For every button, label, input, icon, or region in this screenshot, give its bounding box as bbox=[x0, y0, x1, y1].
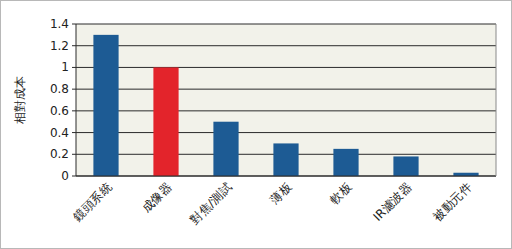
grid-line bbox=[76, 67, 496, 68]
y-tick-label: 0 bbox=[61, 169, 69, 183]
x-tick-label: 對焦/測試 bbox=[187, 180, 234, 227]
y-tick-label: 0.2 bbox=[50, 147, 69, 161]
y-tick bbox=[72, 67, 76, 68]
y-tick bbox=[72, 154, 76, 155]
y-tick bbox=[72, 132, 76, 133]
grid-line bbox=[76, 110, 496, 111]
chart: 0 0.2 0.4 0.6 0.8 1 1.2 1.4 鏡頭系統成像器對焦/測試 薄板 軟板 IR濾波… bbox=[0, 0, 512, 249]
grid-line bbox=[76, 24, 496, 25]
grid-line bbox=[76, 176, 496, 177]
x-tick-label: 成像器 bbox=[139, 180, 174, 215]
bar bbox=[153, 67, 178, 176]
bar bbox=[213, 122, 238, 176]
y-tick bbox=[72, 89, 76, 90]
x-tick-label: IR濾波器 bbox=[370, 180, 414, 224]
y-tick bbox=[72, 45, 76, 46]
y-tick-label: 1 bbox=[61, 60, 69, 74]
grid-line bbox=[76, 132, 496, 133]
plot-border bbox=[496, 24, 497, 176]
y-axis-label: 相對成本 bbox=[13, 76, 27, 124]
outer-frame bbox=[1, 1, 512, 249]
plot-background bbox=[76, 24, 496, 176]
bar bbox=[333, 149, 358, 176]
y-tick-label: 1.4 bbox=[50, 17, 69, 31]
bar bbox=[93, 35, 118, 176]
x-tick-label: 鏡頭系統 bbox=[70, 180, 114, 224]
y-tick-label: 0.4 bbox=[50, 126, 69, 140]
x-tick-label: 薄板 bbox=[267, 180, 294, 207]
grid-line bbox=[76, 45, 496, 46]
y-axis bbox=[76, 24, 77, 176]
bars bbox=[93, 35, 478, 176]
bar bbox=[393, 156, 418, 176]
y-tick-label: 0.8 bbox=[50, 82, 69, 96]
y-tick bbox=[72, 176, 76, 177]
x-tick-label: 被動元件 bbox=[430, 180, 474, 224]
y-tick-label: 0.6 bbox=[50, 104, 69, 118]
grid-line bbox=[76, 89, 496, 90]
y-tick-label: 1.2 bbox=[50, 39, 69, 53]
x-tick-label: 軟板 bbox=[327, 180, 354, 207]
y-tick bbox=[72, 110, 76, 111]
bar bbox=[273, 143, 298, 176]
x-axis bbox=[76, 176, 496, 177]
y-tick bbox=[72, 24, 76, 25]
